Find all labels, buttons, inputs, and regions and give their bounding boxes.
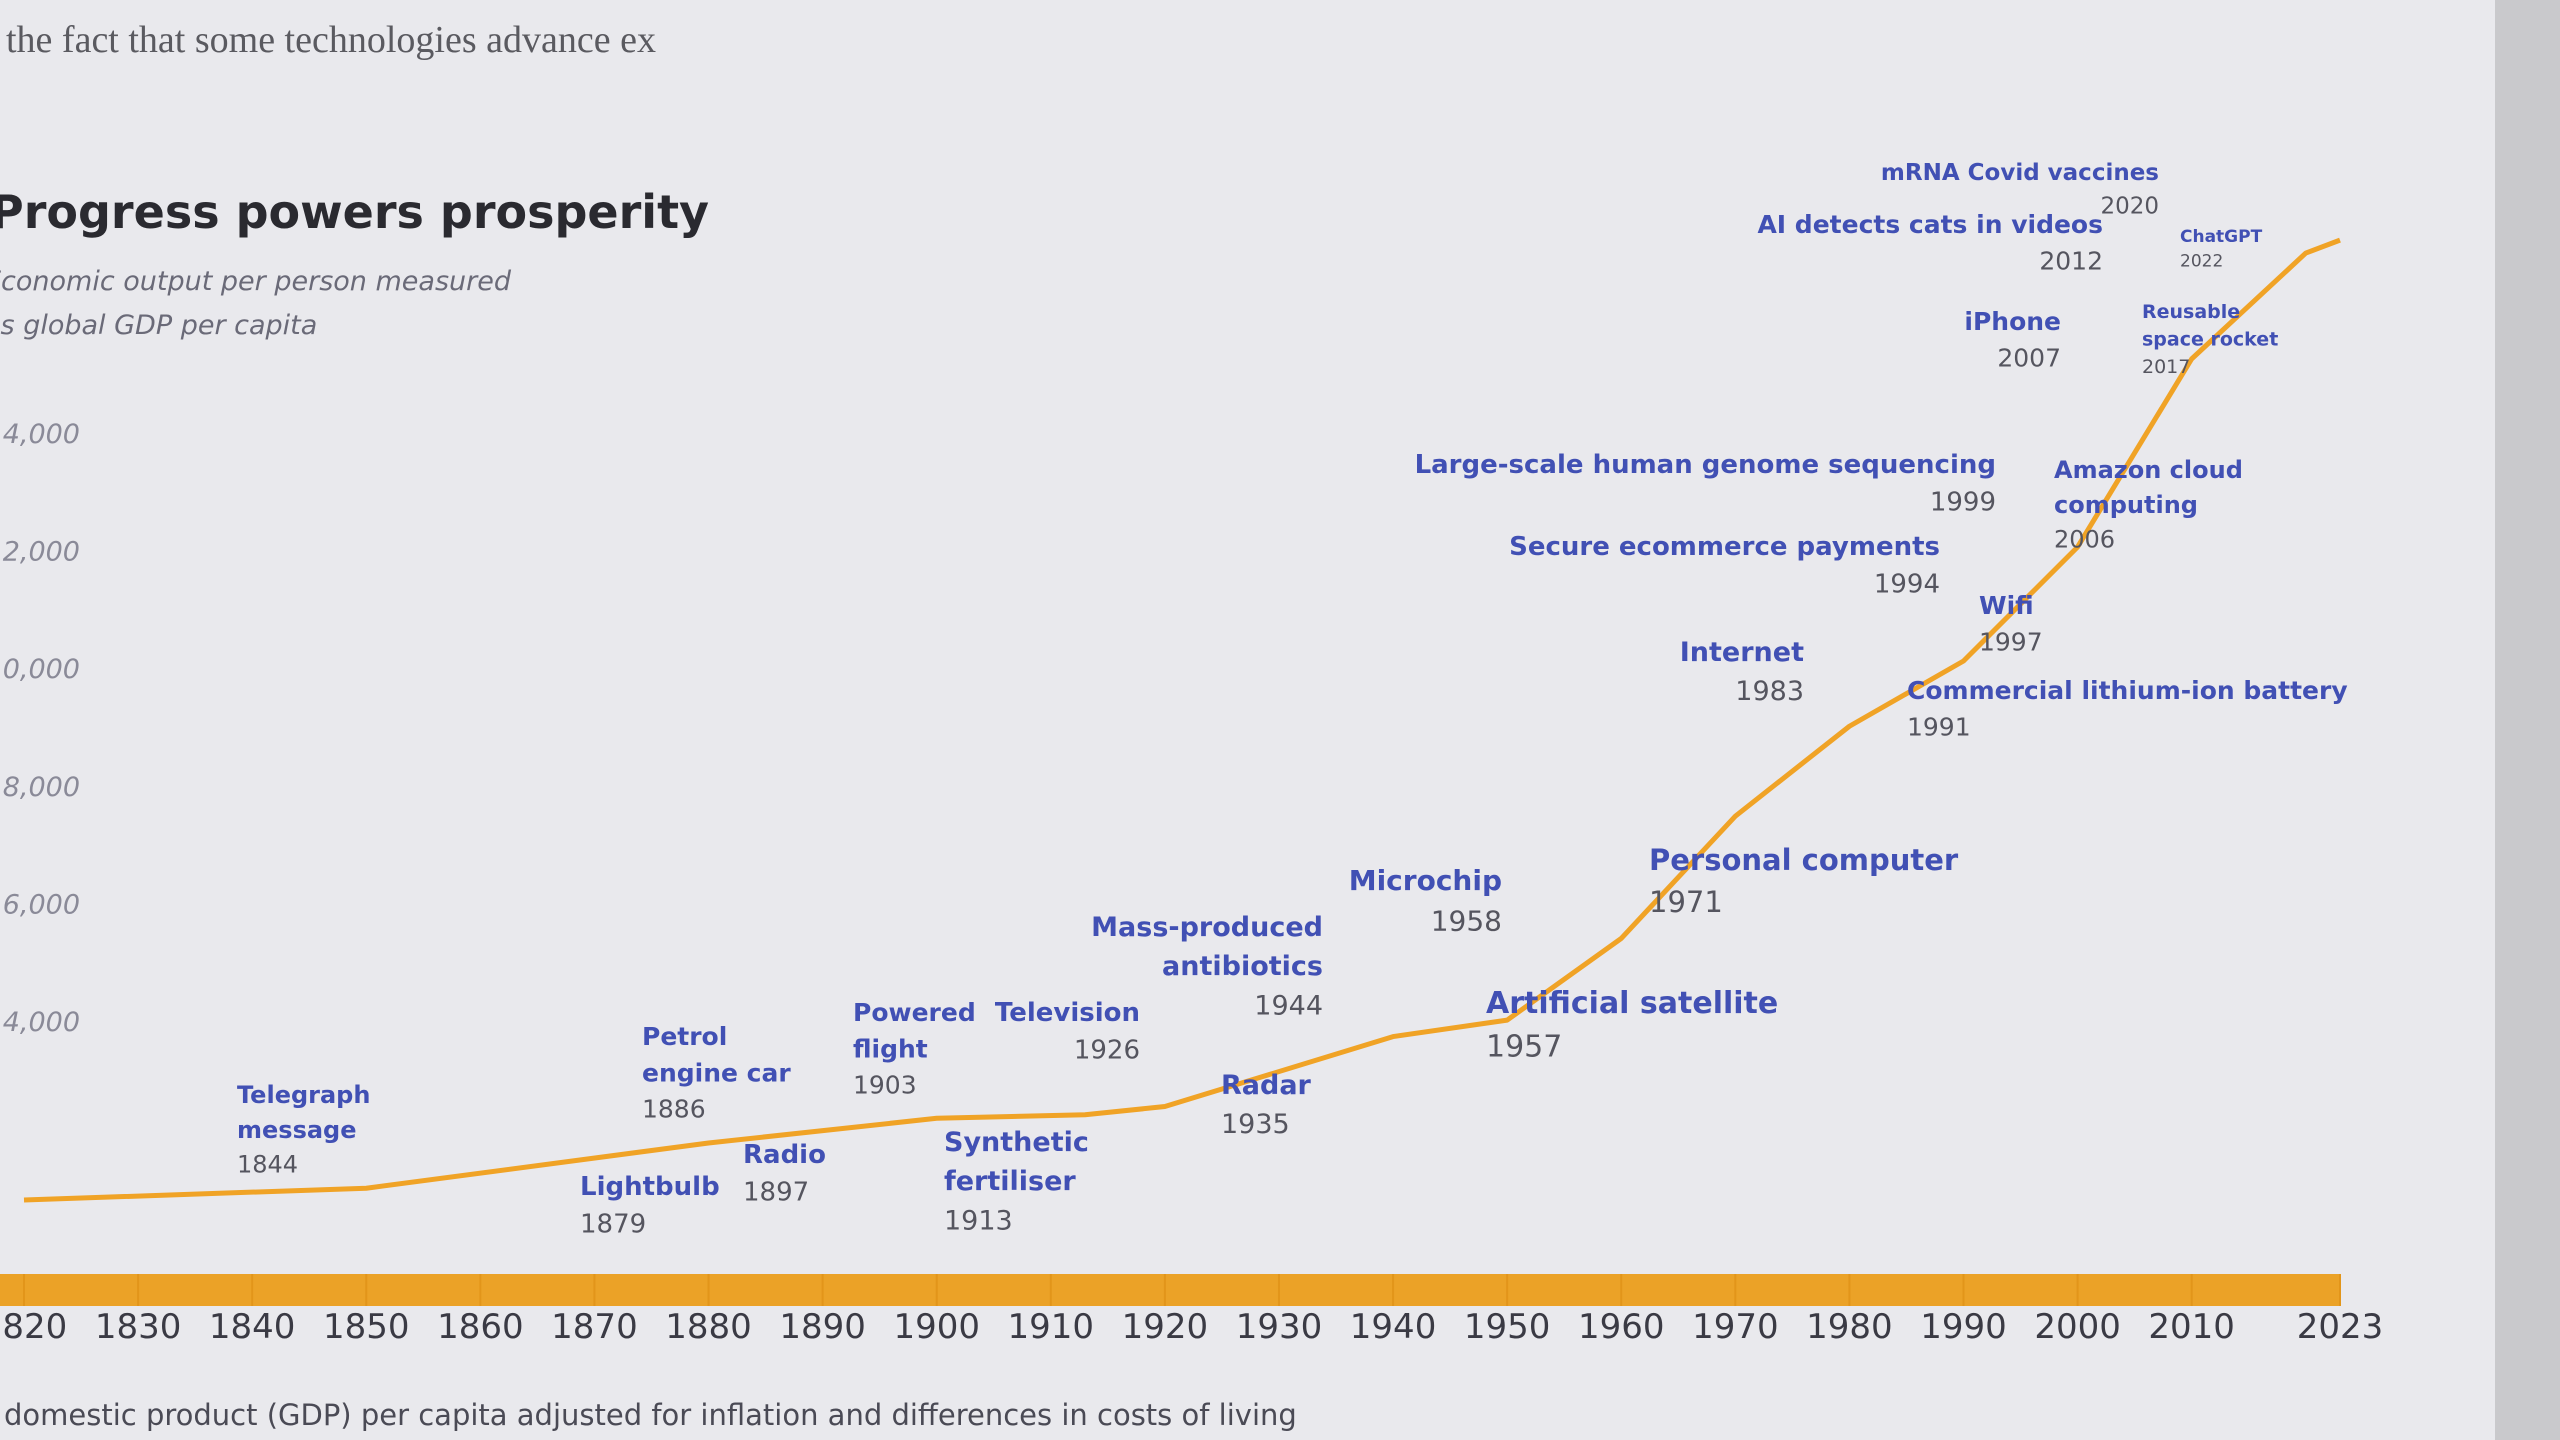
annotation-label: Television <box>995 998 1140 1028</box>
annotation-label: Synthetic <box>944 1127 1089 1158</box>
x-tick-label: 1820 <box>0 1307 67 1347</box>
x-tick-label: 1960 <box>1578 1307 1665 1347</box>
annotation-label: Amazon cloud <box>2054 456 2243 484</box>
y-tick-label: 12,000 <box>0 537 80 568</box>
annotation-year: 2017 <box>2142 356 2190 378</box>
annotation-year: 1886 <box>642 1095 706 1124</box>
annotation-label: Petrol <box>642 1022 727 1051</box>
annotation-year: 1935 <box>1221 1109 1290 1140</box>
annotation-label: Large-scale human genome sequencing <box>1415 450 1996 480</box>
intro-text: the fact that some technologies advance … <box>6 19 656 61</box>
annotation-label: Internet <box>1680 637 1804 668</box>
annotation-label: engine car <box>642 1058 791 1087</box>
annotation-year: 1957 <box>1486 1030 1562 1065</box>
annotation-label: Microchip <box>1349 864 1502 897</box>
x-tick-label: 1990 <box>1920 1307 2007 1347</box>
annotation-label: Wifi <box>1979 591 2034 620</box>
annotation-label: antibiotics <box>1162 951 1323 982</box>
annotation-year: 2022 <box>2180 252 2223 272</box>
annotation-year: 1983 <box>1735 676 1804 707</box>
annotation-label: fertiliser <box>944 1166 1076 1197</box>
x-tick-label: 1900 <box>893 1307 980 1347</box>
x-tick-label: 1970 <box>1692 1307 1779 1347</box>
annotation-year: 1997 <box>1979 627 2043 656</box>
annotation-year: 2006 <box>2054 526 2115 554</box>
footnote: domestic product (GDP) per capita adjust… <box>4 1398 1297 1432</box>
annotation-year: 1991 <box>1907 712 1971 741</box>
annotation-label: Personal computer <box>1649 843 1959 877</box>
annotation-year: 2007 <box>1997 343 2061 372</box>
annotation-label: Secure ecommerce payments <box>1509 532 1940 562</box>
annotation-label: Lightbulb <box>580 1172 720 1202</box>
x-tick-label: 1840 <box>209 1307 296 1347</box>
subtitle: Economic output per person measured <box>0 266 512 297</box>
x-tick-label: 1860 <box>437 1307 524 1347</box>
x-tick-label: 2000 <box>2034 1307 2121 1347</box>
y-tick-label: 6,000 <box>3 889 80 920</box>
annotation-label: iPhone <box>1964 307 2061 336</box>
x-tick-label: 2023 <box>2297 1307 2384 1347</box>
x-tick-label: 1910 <box>1008 1307 1095 1347</box>
annotation-label: Radio <box>743 1140 826 1170</box>
x-tick-label: 2010 <box>2148 1307 2235 1347</box>
annotation-label: Telegraph <box>237 1081 370 1109</box>
y-tick-label: 10,000 <box>0 654 80 685</box>
x-tick-label: 1830 <box>95 1307 182 1347</box>
annotation-label: Mass-produced <box>1091 912 1323 943</box>
annotation-label: Radar <box>1221 1070 1312 1101</box>
x-tick-label: 1890 <box>779 1307 866 1347</box>
annotation-label: Reusable <box>2142 301 2240 323</box>
annotation-year: 1926 <box>1074 1036 1140 1066</box>
annotation-year: 1999 <box>1930 488 1996 518</box>
page-edge <box>2495 0 2560 1440</box>
annotation-year: 1897 <box>743 1178 809 1208</box>
x-tick-label: 1920 <box>1122 1307 1209 1347</box>
annotation-year: 1903 <box>853 1071 917 1100</box>
annotation-label: computing <box>2054 491 2198 519</box>
annotation-label: space rocket <box>2142 329 2278 351</box>
annotation-label: Commercial lithium-ion battery <box>1907 676 2348 705</box>
annotation-year: 1913 <box>944 1205 1013 1236</box>
x-tick-label: 1850 <box>323 1307 410 1347</box>
annotation-label: AI detects cats in videos <box>1757 210 2103 239</box>
annotation-year: 1879 <box>580 1210 646 1240</box>
annotation-label: flight <box>853 1034 928 1063</box>
annotation-label: message <box>237 1116 357 1144</box>
annotation-year: 1944 <box>1254 990 1323 1021</box>
x-tick-label: 1980 <box>1806 1307 1893 1347</box>
subtitle: as global GDP per capita <box>0 310 317 341</box>
annotation-year: 1994 <box>1874 570 1940 600</box>
annotation-label: mRNA Covid vaccines <box>1881 160 2159 186</box>
annotation-label: ChatGPT <box>2180 227 2263 247</box>
annotation-label: Artificial satellite <box>1486 986 1778 1021</box>
y-tick-label: 8,000 <box>3 772 80 803</box>
x-tick-label: 1870 <box>551 1307 638 1347</box>
x-tick-label: 1880 <box>665 1307 752 1347</box>
annotation-label: Powered <box>853 998 976 1027</box>
annotation-year: 2020 <box>2100 193 2159 219</box>
line <box>23 237 2341 1203</box>
annotation-year: 2012 <box>2039 246 2103 275</box>
annotation-year: 1971 <box>1649 885 1723 919</box>
x-tick-label: 1940 <box>1350 1307 1437 1347</box>
x-tick-label: 1950 <box>1464 1307 1551 1347</box>
x-axis-band <box>0 1274 2340 1306</box>
y-tick-label: 4,000 <box>3 1007 80 1038</box>
annotation-year: 1958 <box>1431 905 1502 938</box>
annotation-year: 1844 <box>237 1151 298 1179</box>
x-tick-label: 1930 <box>1236 1307 1323 1347</box>
y-tick-label: 14,000 <box>0 419 80 450</box>
chart-title: Progress powers prosperity <box>0 185 709 239</box>
